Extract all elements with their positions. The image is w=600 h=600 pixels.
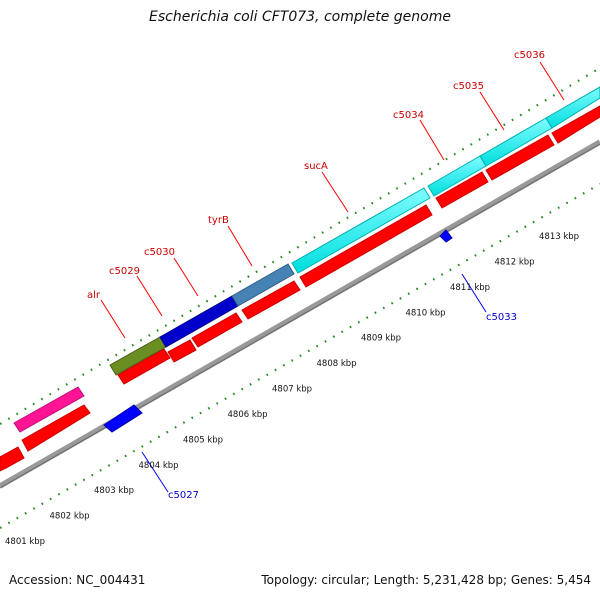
gene-label-c5030[interactable]: c5030	[144, 247, 175, 258]
gene-box-magenta[interactable]	[13, 386, 85, 433]
accession-text: Accession: NC_004431	[9, 573, 146, 587]
cds-arrow[interactable]	[167, 339, 197, 363]
cds-arrow[interactable]	[0, 446, 25, 472]
gene-label-sucA[interactable]: sucA	[304, 161, 328, 172]
gene-labels: alr c5029 c5030 tyrB sucA c5034 c5035 c5…	[87, 50, 545, 501]
map-title: Escherichia coli CFT073, complete genome	[149, 9, 451, 25]
cds-arrow[interactable]	[551, 105, 600, 144]
ruler-label: 4809 kbp	[361, 334, 401, 344]
ruler-label: 4807 kbp	[272, 385, 312, 395]
ruler-label: 4804 kbp	[139, 461, 179, 471]
ruler-label: 4813 kbp	[539, 232, 579, 242]
gene-label-c5036[interactable]: c5036	[514, 50, 545, 61]
cds-arrow[interactable]	[117, 348, 171, 385]
label-leaders	[100, 61, 565, 493]
backbone-line	[0, 139, 600, 489]
outer-dotted-ruler	[0, 67, 600, 425]
cds-arrow[interactable]	[485, 134, 555, 181]
ruler-label: 4812 kbp	[495, 257, 535, 267]
ruler-label: 4808 kbp	[317, 359, 357, 369]
gene-label-c5027[interactable]: c5027	[168, 490, 199, 501]
outer-gene-lane	[13, 86, 600, 433]
ruler-label: 4802 kbp	[50, 512, 90, 522]
gene-box-cyan-suca[interactable]	[291, 187, 431, 274]
gene-label-c5029[interactable]: c5029	[109, 266, 140, 277]
ruler-label: 4803 kbp	[94, 486, 134, 496]
ruler-label: 4806 kbp	[228, 410, 268, 420]
cds-arrow-reverse[interactable]	[103, 404, 143, 433]
inner-dotted-ruler	[0, 183, 600, 529]
gene-label-tyrB[interactable]: tyrB	[208, 215, 229, 226]
ruler-label: 4811 kbp	[450, 283, 490, 293]
cds-arrow-reverse[interactable]	[439, 229, 453, 243]
forward-cds-lane	[0, 105, 600, 472]
gene-label-c5033[interactable]: c5033	[486, 312, 517, 323]
gene-box-cyan-c5036[interactable]	[545, 86, 600, 129]
genome-summary-text: Topology: circular; Length: 5,231,428 bp…	[261, 573, 591, 587]
cds-arrow[interactable]	[299, 204, 433, 288]
ruler-label: 4805 kbp	[183, 435, 223, 445]
ruler-label: 4810 kbp	[406, 308, 446, 318]
gene-box-steelblue[interactable]	[231, 263, 295, 307]
gene-label-alr[interactable]: alr	[87, 290, 101, 301]
cds-arrow[interactable]	[435, 171, 489, 209]
gene-label-c5034[interactable]: c5034	[393, 110, 424, 121]
ruler-labels: 4801 kbp 4802 kbp 4803 kbp 4804 kbp 4805 kbp…	[5, 232, 579, 547]
reverse-cds-lane	[103, 229, 453, 433]
cds-arrow[interactable]	[241, 280, 301, 320]
gene-label-c5035[interactable]: c5035	[453, 81, 484, 92]
ruler-label: 4801 kbp	[5, 537, 45, 547]
cds-arrow[interactable]	[21, 404, 91, 452]
cds-arrow[interactable]	[191, 312, 243, 348]
